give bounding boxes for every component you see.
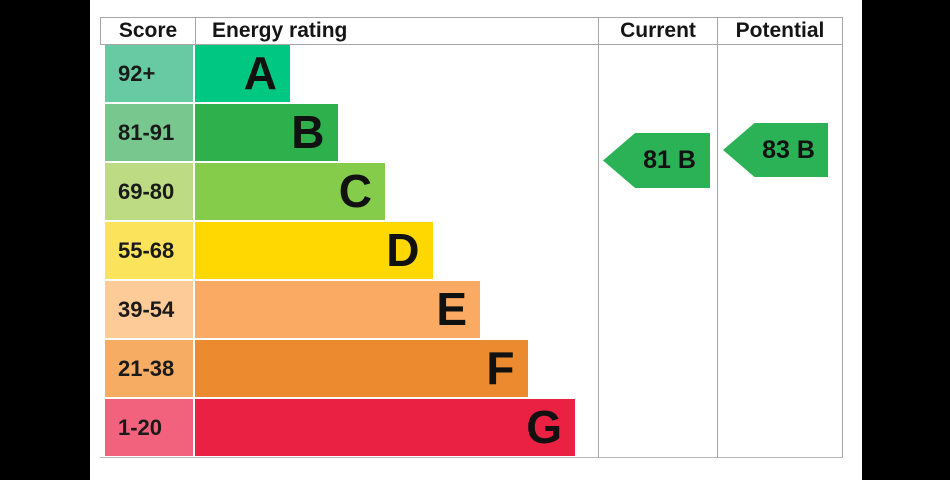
energy-band-bar: F <box>195 340 528 397</box>
energy-band-bar: D <box>195 222 433 279</box>
current-rating-label: 81 B <box>643 146 696 174</box>
score-range: 81-91 <box>105 104 193 161</box>
energy-band-bar: B <box>195 104 338 161</box>
score-range: 69-80 <box>105 163 193 220</box>
score-range: 1-20 <box>105 399 193 456</box>
score-range: 55-68 <box>105 222 193 279</box>
band-row-f: 21-38 F <box>100 340 843 397</box>
band-row-g: 1-20 G <box>100 399 843 456</box>
band-row-c: 69-80 C <box>100 163 843 220</box>
header-score: Score <box>100 18 195 44</box>
score-range: 21-38 <box>105 340 193 397</box>
band-rows: 92+ A 81-91 B 69-80 C 55-68 D 39-54 E 21-38 F 1-20 G <box>100 45 843 458</box>
energy-rating-chart: Score Energy rating Current Potential 92… <box>100 17 843 458</box>
header-current: Current <box>598 18 717 44</box>
band-letter: C <box>338 165 372 217</box>
band-letter: D <box>386 224 420 276</box>
header-potential: Potential <box>717 18 843 44</box>
table-bottom-border <box>100 457 843 458</box>
epc-chart-panel: Score Energy rating Current Potential 92… <box>90 0 862 480</box>
table-right-border <box>842 17 843 458</box>
band-row-a: 92+ A <box>100 45 843 102</box>
band-row-d: 55-68 D <box>100 222 843 279</box>
band-row-b: 81-91 B <box>100 104 843 161</box>
table-header: Score Energy rating Current Potential <box>100 17 843 45</box>
header-energy-rating: Energy rating <box>195 18 598 44</box>
score-range: 39-54 <box>105 281 193 338</box>
band-letter: G <box>526 401 562 453</box>
energy-band-bar: G <box>195 399 575 456</box>
column-divider-potential <box>717 17 718 458</box>
band-letter: E <box>436 283 467 335</box>
column-divider-current <box>598 17 599 458</box>
band-letter: F <box>486 342 515 394</box>
energy-band-bar: C <box>195 163 385 220</box>
energy-band-bar: E <box>195 281 480 338</box>
score-range: 92+ <box>105 45 193 102</box>
energy-band-bar: A <box>195 45 290 102</box>
band-letter: A <box>243 47 277 99</box>
potential-rating-label: 83 B <box>762 135 815 164</box>
band-letter: B <box>291 106 325 158</box>
band-row-e: 39-54 E <box>100 281 843 338</box>
